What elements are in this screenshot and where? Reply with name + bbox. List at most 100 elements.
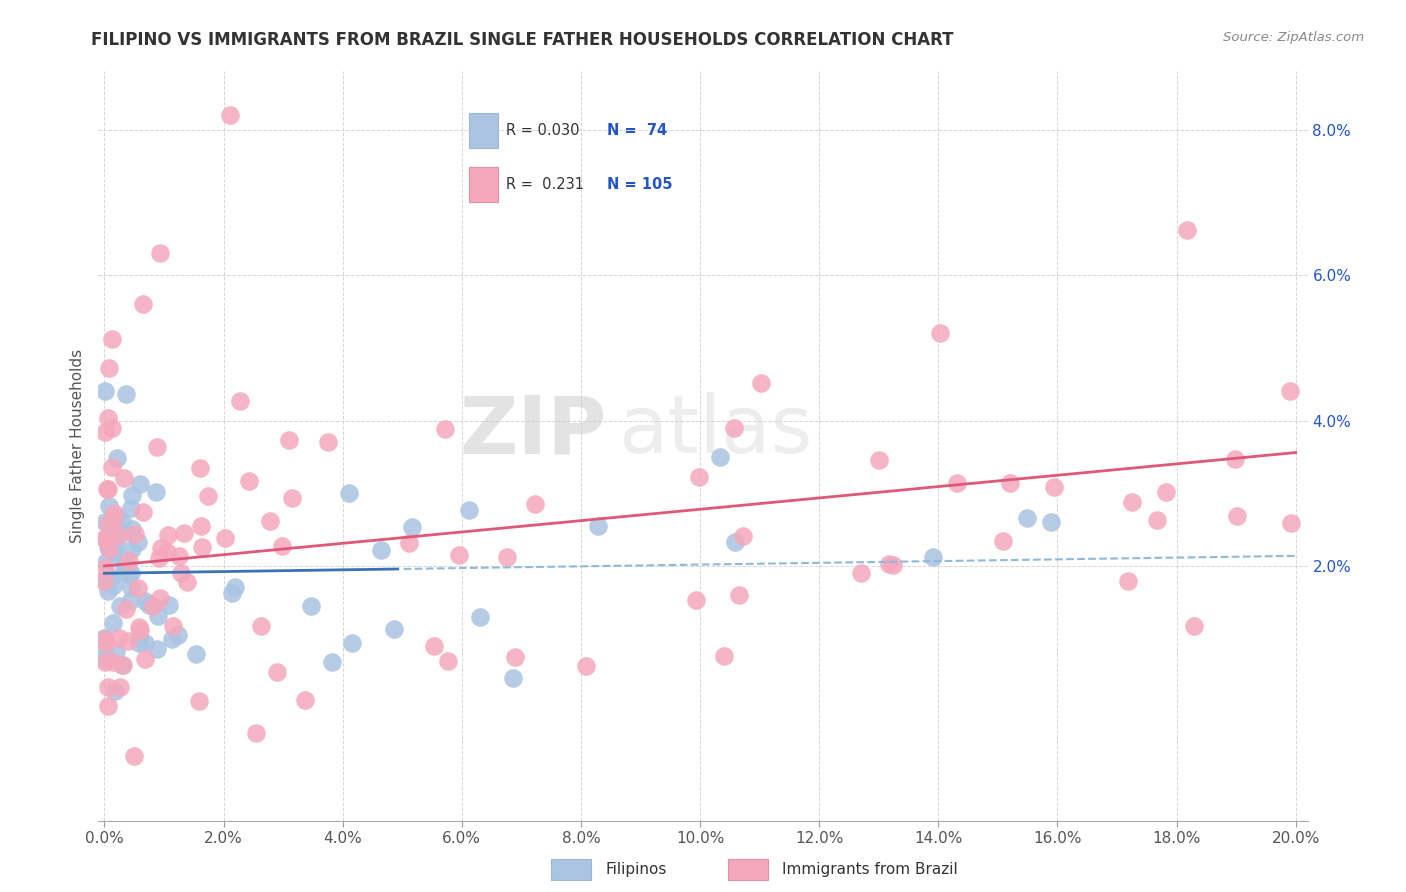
Point	[114, 387, 136, 401]
Point	[1175, 223, 1198, 237]
Point	[188, 693, 211, 707]
Point	[111, 516, 134, 530]
Point	[118, 568, 141, 582]
Point	[457, 503, 479, 517]
Point	[98, 541, 121, 556]
Point	[101, 332, 124, 346]
Text: Filipinos: Filipinos	[605, 862, 666, 877]
Point	[93, 574, 115, 589]
Point	[316, 435, 339, 450]
Point	[998, 475, 1021, 490]
Point	[162, 619, 184, 633]
Point	[1017, 511, 1039, 525]
Point	[94, 636, 117, 650]
Point	[97, 699, 120, 714]
Point	[93, 631, 115, 645]
Point	[502, 671, 524, 685]
Point	[128, 630, 150, 644]
Point	[132, 505, 155, 519]
Point	[94, 531, 117, 545]
Point	[922, 549, 945, 564]
Point	[94, 425, 117, 439]
Point	[97, 584, 120, 599]
Point	[134, 652, 156, 666]
Text: Immigrants from Brazil: Immigrants from Brazil	[782, 862, 959, 877]
Point	[176, 574, 198, 589]
Point	[103, 615, 125, 630]
Point	[245, 726, 267, 740]
Point	[160, 632, 183, 646]
Point	[879, 558, 901, 572]
Point	[190, 519, 212, 533]
Point	[97, 516, 120, 531]
Point	[108, 631, 131, 645]
Point	[120, 593, 142, 607]
Point	[221, 586, 243, 600]
Point	[1118, 574, 1140, 588]
Point	[146, 641, 169, 656]
Point	[749, 376, 772, 391]
Point	[101, 655, 124, 669]
Point	[94, 652, 117, 666]
Point	[121, 488, 143, 502]
Point	[93, 561, 115, 575]
Point	[575, 658, 598, 673]
Point	[93, 384, 115, 399]
Point	[868, 453, 890, 467]
Point	[112, 552, 135, 566]
Point	[97, 532, 120, 546]
Point	[112, 524, 135, 539]
Point	[224, 580, 246, 594]
Point	[167, 549, 190, 563]
Point	[173, 526, 195, 541]
Point	[214, 531, 236, 545]
Point	[93, 532, 115, 546]
Point	[110, 657, 132, 672]
Point	[294, 693, 316, 707]
Point	[166, 628, 188, 642]
Point	[370, 542, 392, 557]
Point	[437, 654, 460, 668]
Point	[138, 598, 160, 612]
Point	[112, 471, 135, 485]
Point	[97, 483, 120, 497]
Point	[731, 529, 754, 543]
Point	[503, 650, 526, 665]
Point	[117, 633, 139, 648]
Point	[96, 482, 118, 496]
Point	[98, 570, 121, 584]
Point	[101, 511, 124, 525]
Point	[468, 610, 491, 624]
Point	[105, 450, 128, 465]
Point	[104, 522, 127, 536]
Point	[849, 566, 872, 581]
Point	[128, 636, 150, 650]
Point	[157, 528, 180, 542]
Y-axis label: Single Father Households: Single Father Households	[69, 349, 84, 543]
Point	[1146, 513, 1168, 527]
Point	[105, 510, 128, 524]
Point	[98, 360, 121, 375]
Point	[1039, 515, 1062, 529]
Point	[337, 486, 360, 500]
Point	[1225, 452, 1247, 467]
Point	[94, 515, 117, 529]
Point	[101, 421, 124, 435]
Point	[928, 326, 950, 340]
Point	[100, 571, 122, 585]
Point	[713, 649, 735, 664]
Point	[146, 440, 169, 454]
Point	[149, 246, 172, 260]
Point	[148, 551, 170, 566]
Point	[101, 459, 124, 474]
Point	[120, 566, 142, 580]
Point	[170, 566, 193, 580]
Point	[724, 534, 747, 549]
Point	[120, 501, 142, 516]
Point	[218, 108, 240, 122]
Point	[97, 410, 120, 425]
FancyBboxPatch shape	[551, 860, 591, 880]
Point	[121, 542, 143, 557]
Point	[103, 544, 125, 558]
Point	[523, 497, 546, 511]
